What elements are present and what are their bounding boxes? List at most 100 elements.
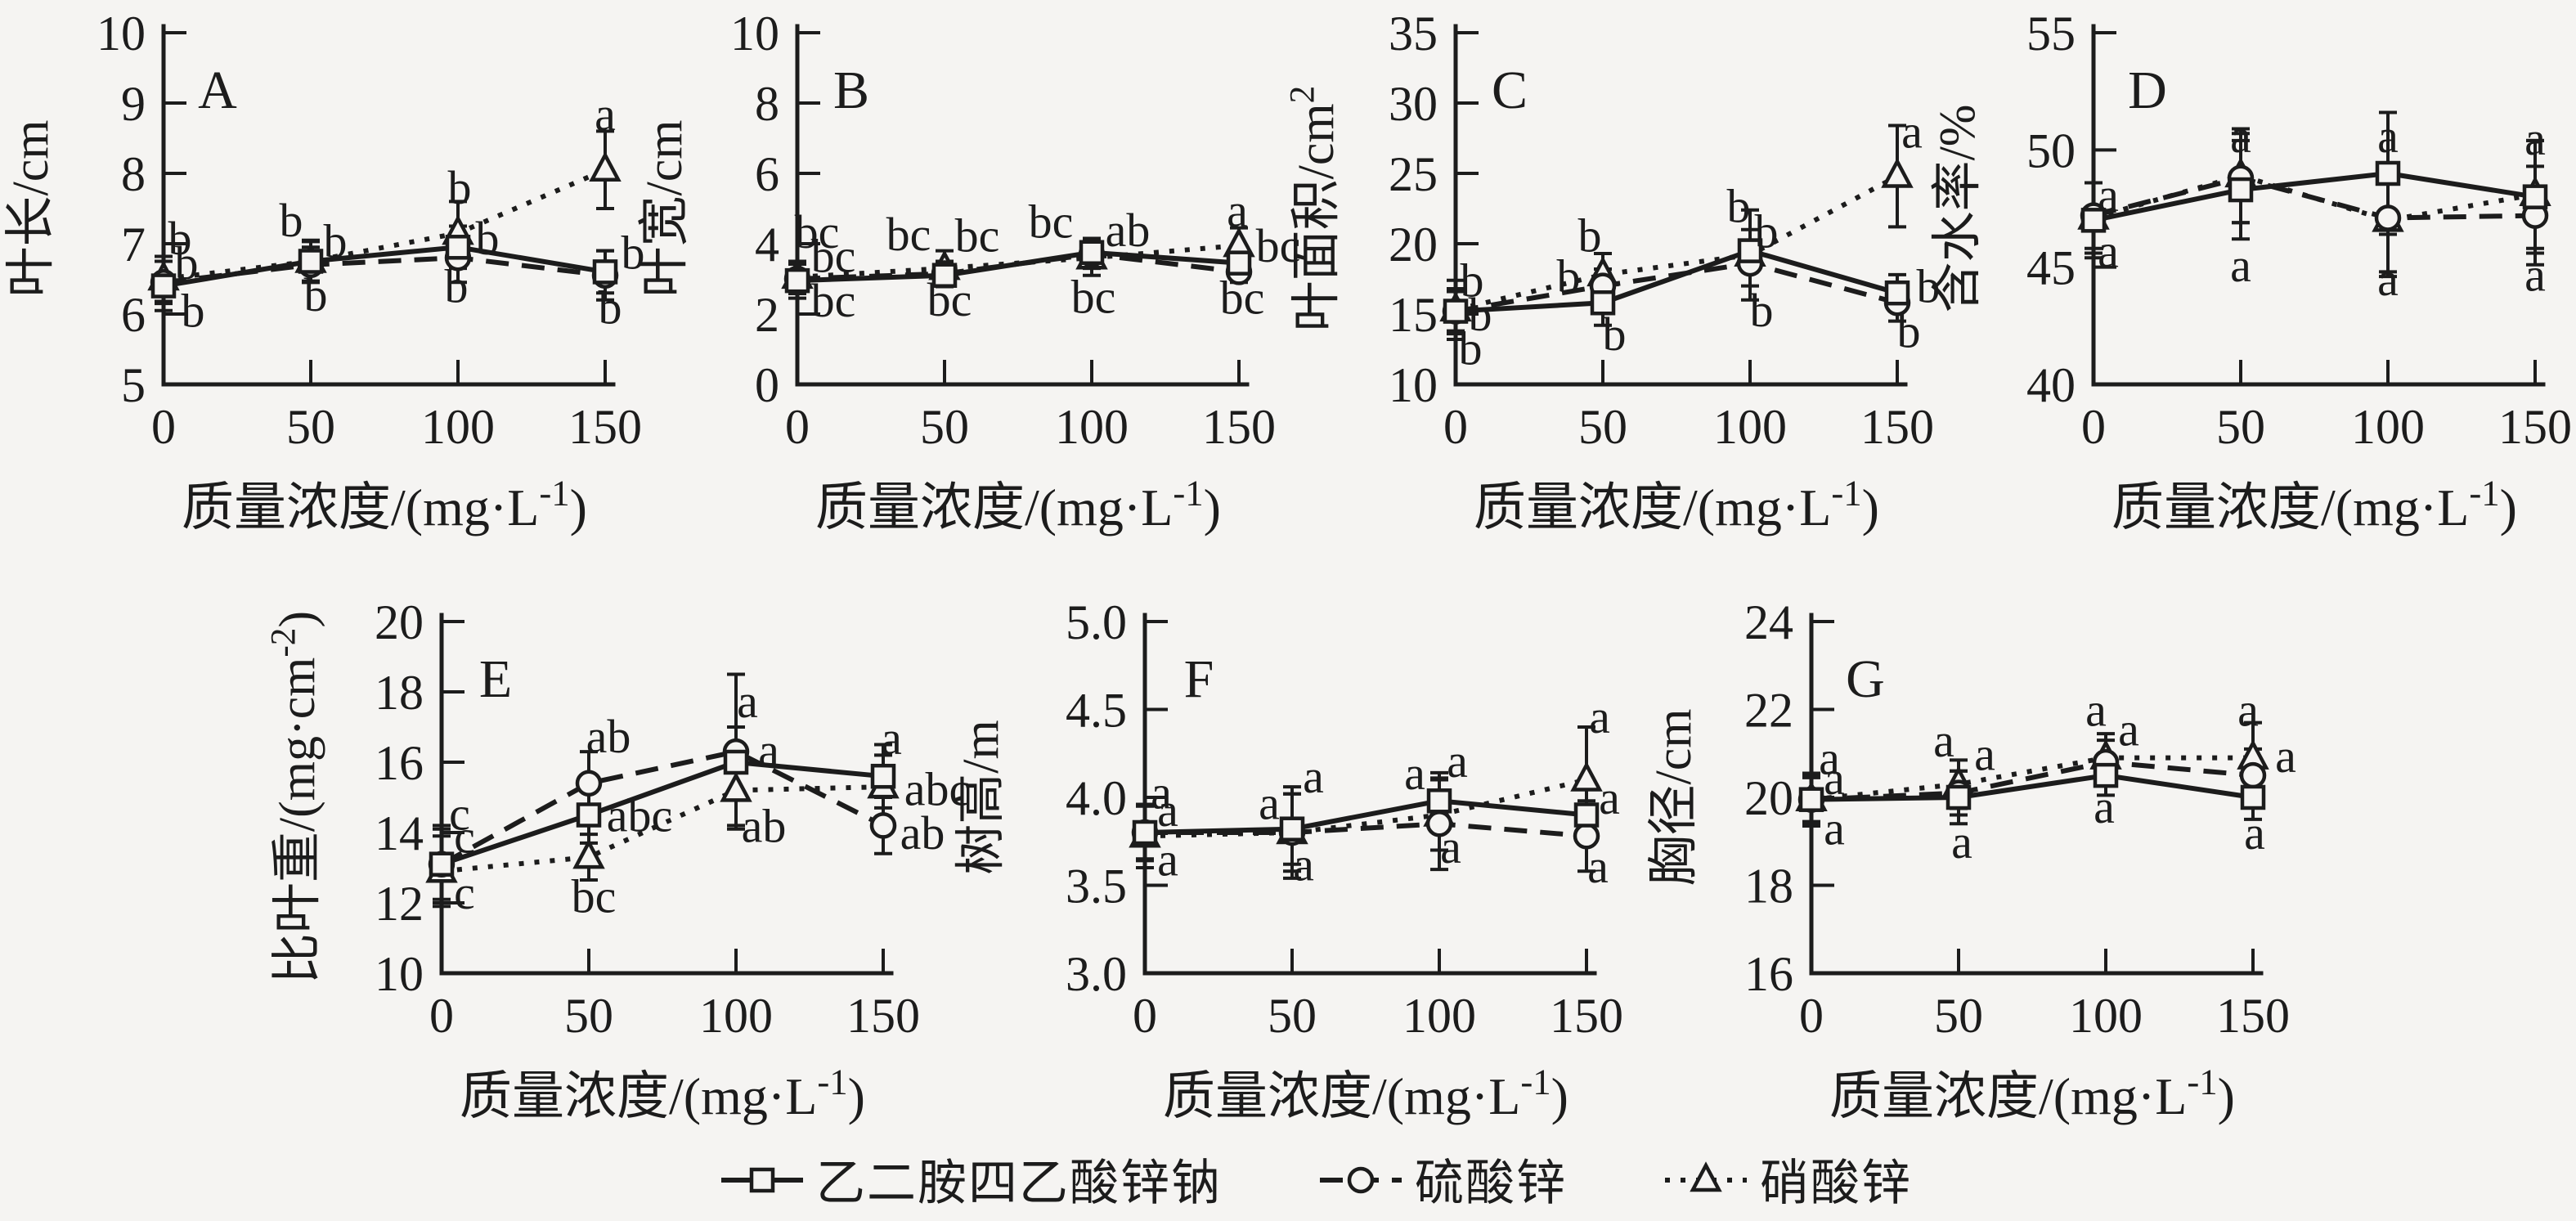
svg-text:c: c: [454, 810, 475, 863]
svg-text:b: b: [182, 285, 205, 338]
svg-text:a: a: [1303, 750, 1324, 803]
axes: [795, 24, 1250, 387]
svg-text:a: a: [881, 712, 902, 765]
svg-text:2: 2: [755, 288, 779, 342]
series-line-square: [163, 245, 606, 289]
svg-text:150: 150: [1550, 989, 1623, 1043]
svg-text:5: 5: [121, 358, 146, 412]
legend-label: 硝酸锌: [1760, 1156, 1912, 1210]
svg-text:a: a: [2098, 168, 2119, 222]
svg-text:c: c: [449, 787, 470, 840]
svg-text:C: C: [1492, 61, 1528, 120]
series-line-circle: [1455, 261, 1898, 314]
error-bars-circle: [2085, 132, 2544, 274]
svg-text:100: 100: [699, 989, 773, 1043]
svg-text:20: 20: [375, 595, 424, 649]
svg-text:a: a: [2237, 684, 2259, 737]
series-line-circle: [440, 748, 885, 867]
series-line-square: [1144, 798, 1587, 835]
svg-text:b: b: [168, 212, 192, 265]
svg-text:7: 7: [121, 218, 146, 272]
svg-text:G: G: [1846, 649, 1885, 709]
svg-text:a: a: [2230, 110, 2251, 163]
series-markers-square: [1132, 788, 1600, 846]
svg-text:a: a: [1951, 815, 1972, 869]
svg-text:abc: abc: [607, 789, 673, 842]
svg-text:15: 15: [1389, 288, 1438, 342]
svg-text:20: 20: [1744, 771, 1793, 825]
error-bars-triangle: [1802, 720, 2262, 828]
series-markers-square: [784, 240, 1252, 294]
svg-text:b: b: [599, 281, 622, 334]
series-markers-square: [150, 235, 618, 299]
svg-text:100: 100: [2351, 400, 2425, 454]
svg-text:a: a: [2377, 110, 2399, 163]
svg-text:b: b: [1461, 254, 1484, 307]
svg-text:bc: bc: [572, 869, 617, 922]
svg-text:a: a: [1974, 727, 1995, 780]
svg-text:a: a: [1440, 820, 1461, 873]
svg-text:a: a: [1824, 752, 1845, 805]
svg-text:B: B: [833, 61, 869, 120]
svg-text:bc: bc: [886, 208, 931, 261]
svg-text:50: 50: [2216, 400, 2265, 454]
svg-text:50: 50: [920, 400, 969, 454]
circle-dashed-line-icon: [1318, 1156, 1403, 1202]
series-markers-triangle: [1439, 157, 1914, 322]
svg-text:质量浓度/(mg·L-1): 质量浓度/(mg·L-1): [2112, 473, 2517, 536]
svg-text:150: 150: [568, 400, 642, 454]
svg-text:含水率/%: 含水率/%: [1930, 105, 1986, 313]
svg-text:5.0: 5.0: [1066, 595, 1127, 649]
svg-text:a: a: [1151, 766, 1172, 819]
svg-text:0: 0: [2081, 400, 2106, 454]
error-bars-triangle: [2085, 127, 2544, 279]
svg-text:a: a: [1824, 802, 1845, 855]
svg-text:6: 6: [755, 147, 779, 201]
svg-text:9: 9: [121, 77, 146, 131]
svg-text:a: a: [1819, 732, 1840, 785]
svg-text:50: 50: [1934, 989, 1983, 1043]
error-bars-circle: [1447, 239, 1906, 333]
svg-text:24: 24: [1744, 595, 1793, 649]
svg-text:18: 18: [375, 666, 424, 720]
svg-text:50: 50: [286, 400, 335, 454]
svg-text:bc: bc: [811, 230, 856, 283]
svg-text:20: 20: [1389, 218, 1438, 272]
error-bars-square: [1136, 770, 1595, 866]
svg-text:A: A: [198, 61, 237, 120]
panel-E: 10 12 14 16 18 20 0 50 100 150 E 比叶重/(mg·cm-2) 质量浓度/…: [263, 595, 970, 1125]
svg-text:100: 100: [1055, 400, 1129, 454]
svg-text:b: b: [1557, 250, 1581, 303]
svg-text:bc: bc: [795, 205, 840, 258]
svg-text:bc: bc: [927, 273, 972, 326]
svg-text:8: 8: [755, 77, 779, 131]
svg-text:质量浓度/(mg·L-1): 质量浓度/(mg·L-1): [1829, 1062, 2235, 1125]
svg-text:a: a: [2524, 248, 2546, 301]
panel-F: 3.0 3.5 4.0 4.5 5.0 0 50 100 150 F 树高/m 质量浓度/(mg·L-…: [954, 595, 1623, 1125]
svg-text:10: 10: [375, 947, 424, 1001]
svg-text:55: 55: [2026, 7, 2076, 61]
series-markers-triangle: [147, 150, 622, 291]
svg-text:b: b: [280, 194, 303, 247]
svg-text:50: 50: [2026, 123, 2076, 177]
series-line-square: [441, 759, 884, 867]
svg-text:a: a: [2118, 703, 2139, 756]
svg-text:a: a: [2085, 684, 2107, 737]
svg-text:12: 12: [375, 877, 424, 931]
svg-text:F: F: [1184, 649, 1214, 709]
svg-text:4.5: 4.5: [1066, 684, 1127, 738]
series-markers-square: [1798, 762, 2266, 812]
svg-text:b: b: [445, 260, 469, 313]
svg-text:16: 16: [1744, 947, 1793, 1001]
error-bars-triangle: [1136, 725, 1595, 873]
svg-text:a: a: [1589, 690, 1610, 743]
series-line-square: [1811, 773, 2254, 802]
legend-label: 乙二胺四乙酸锌钠: [816, 1156, 1222, 1210]
svg-text:b: b: [1459, 321, 1483, 375]
svg-text:a: a: [2244, 806, 2265, 860]
legend-item-edta-zinc: 乙二胺四乙酸锌钠: [720, 1143, 1222, 1214]
